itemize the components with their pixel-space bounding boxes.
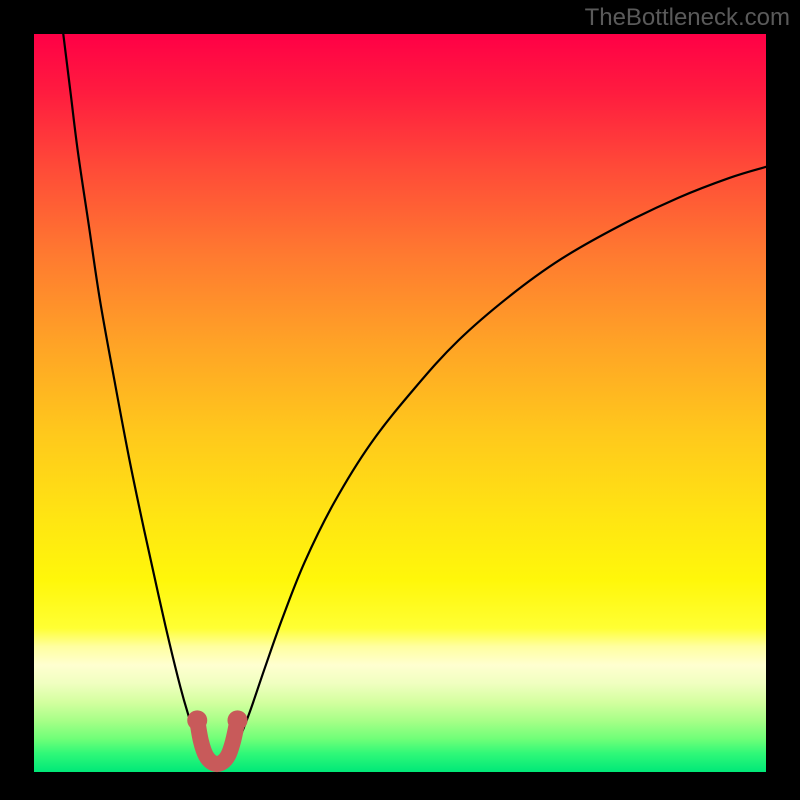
watermark-text: TheBottleneck.com	[585, 4, 790, 32]
plot-background	[34, 34, 766, 772]
valley-highlight-endpoint-left	[187, 710, 207, 730]
chart-container: TheBottleneck.com	[0, 0, 800, 800]
bottleneck-chart	[0, 0, 800, 800]
valley-highlight-endpoint-right	[227, 710, 247, 730]
